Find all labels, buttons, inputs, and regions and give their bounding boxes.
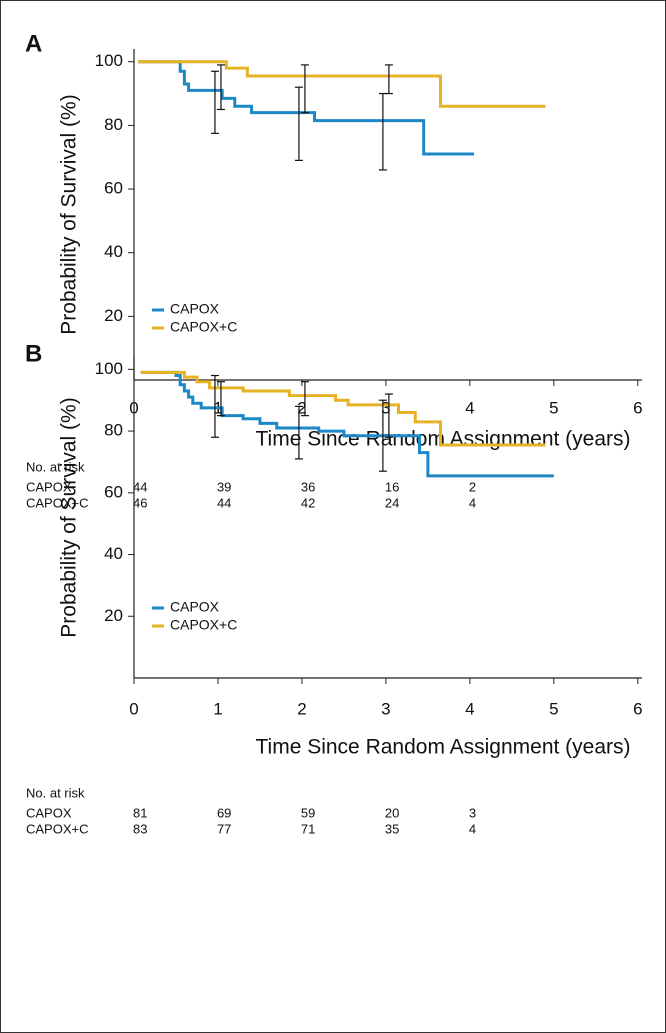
risk-value: 46	[133, 495, 147, 510]
y-tick-label: 100	[95, 51, 123, 70]
x-tick-label: 6	[633, 398, 642, 417]
risk-value: 24	[385, 495, 399, 510]
x-tick-label: 2	[297, 398, 306, 417]
error-bar	[216, 64, 225, 111]
y-axis-title: Probability of Survival (%)	[58, 94, 81, 334]
x-tick-label: 1	[213, 699, 222, 718]
risk-value: 81	[133, 805, 147, 820]
risk-value: 16	[385, 479, 399, 494]
risk-row-name: CAPOX	[26, 805, 72, 820]
risk-value: 35	[385, 821, 399, 836]
risk-value: 77	[217, 821, 231, 836]
x-tick-label: 5	[549, 699, 558, 718]
risk-value: 3	[469, 805, 476, 820]
y-tick-label: 80	[104, 115, 123, 134]
error-bar	[294, 86, 303, 161]
y-tick-label: 40	[104, 544, 123, 563]
panel-label: B	[25, 340, 42, 367]
legend-label: CAPOX+C	[170, 319, 237, 335]
legend-label: CAPOX+C	[170, 617, 237, 633]
y-tick-label: 40	[104, 242, 123, 261]
x-tick-label: 3	[381, 699, 390, 718]
error-bar	[378, 399, 387, 472]
legend-label: CAPOX	[170, 599, 220, 615]
risk-value: 44	[217, 495, 231, 510]
x-tick-label: 2	[297, 699, 306, 718]
x-tick-label: 6	[633, 699, 642, 718]
error-bar	[294, 405, 303, 460]
risk-value: 36	[301, 479, 315, 494]
error-bar	[384, 393, 393, 438]
risk-value: 59	[301, 805, 315, 820]
y-tick-label: 20	[104, 606, 123, 625]
survival-line	[138, 60, 546, 108]
survival-line	[140, 370, 546, 447]
risk-value: 71	[301, 821, 315, 836]
x-axis-title: Time Since Random Assignment (years)	[255, 736, 630, 759]
y-tick-label: 60	[104, 482, 123, 501]
risk-value: 83	[133, 821, 147, 836]
error-bar	[300, 381, 309, 417]
risk-row-name: CAPOX+C	[26, 821, 89, 836]
risk-row-name: CAPOX	[26, 479, 72, 494]
y-axis-title: Probability of Survival (%)	[58, 397, 81, 637]
y-tick-label: 80	[104, 421, 123, 440]
error-bar	[384, 64, 393, 95]
risk-value: 44	[133, 479, 147, 494]
risk-title: No. at risk	[26, 459, 85, 474]
error-bar	[378, 92, 387, 171]
x-tick-label: 0	[129, 699, 138, 718]
x-axis-title: Time Since Random Assignment (years)	[255, 428, 630, 451]
risk-title: No. at risk	[26, 785, 85, 800]
x-tick-label: 4	[465, 699, 474, 718]
risk-value: 39	[217, 479, 231, 494]
risk-value: 20	[385, 805, 399, 820]
error-bar	[216, 381, 225, 417]
risk-value: 2	[469, 479, 476, 494]
error-bar	[210, 374, 219, 438]
error-bar	[300, 64, 309, 114]
survival-line	[140, 370, 554, 478]
y-tick-label: 100	[95, 359, 123, 378]
risk-value: 42	[301, 495, 315, 510]
risk-value: 4	[469, 821, 476, 836]
y-tick-label: 20	[104, 306, 123, 325]
legend-label: CAPOX	[170, 301, 220, 317]
y-tick-label: 60	[104, 179, 123, 198]
panel-label: A	[25, 30, 42, 57]
risk-value: 4	[469, 495, 476, 510]
error-bar	[210, 70, 219, 134]
risk-row-name: CAPOX+C	[26, 495, 89, 510]
x-tick-label: 5	[549, 398, 558, 417]
x-tick-label: 4	[465, 398, 474, 417]
risk-value: 69	[217, 805, 231, 820]
x-tick-label: 3	[381, 398, 390, 417]
survival-line	[138, 60, 475, 156]
